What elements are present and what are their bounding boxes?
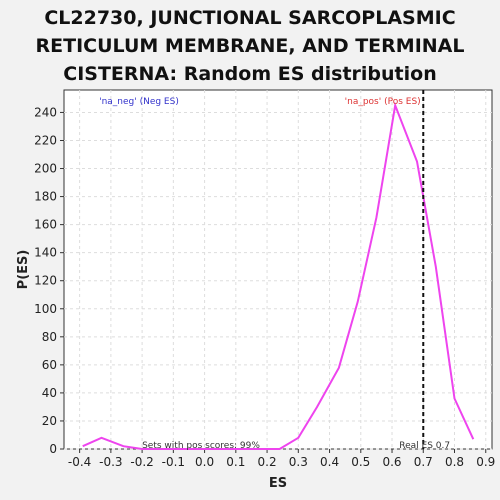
y-tick-label: 100: [34, 302, 57, 316]
y-tick-label: 140: [34, 246, 57, 260]
x-tick-label: 0.2: [258, 455, 277, 469]
y-tick-label: 180: [34, 190, 57, 204]
x-tick-label: -0.4: [68, 455, 91, 469]
y-tick-label: 60: [42, 358, 57, 372]
y-axis-label: P(ES): [16, 250, 31, 290]
x-tick-label: -0.3: [99, 455, 122, 469]
neg-es-label: 'na_neg' (Neg ES): [99, 97, 179, 107]
y-tick-label: 220: [34, 133, 57, 147]
y-tick-label: 120: [34, 274, 57, 288]
ticks: -0.4 -0.3 -0.2 -0.1 0.0 0.1 0.2 0.3 0.4 0.5 0.6 0.7…: [34, 105, 495, 469]
y-tick-label: 200: [34, 162, 57, 176]
chart-title-line-2: RETICULUM MEMBRANE, AND TERMINAL: [35, 35, 465, 57]
x-tick-label: 0.4: [320, 455, 339, 469]
y-tick-label: 20: [42, 414, 57, 428]
x-tick-label: 0.7: [414, 455, 433, 469]
x-tick-label: 0.3: [289, 455, 308, 469]
x-tick-label: 0.8: [445, 455, 464, 469]
real-es-label: Real ES 0.7: [399, 441, 450, 451]
chart-title-line-3: CISTERNA: Random ES distribution: [63, 63, 437, 85]
grid: [64, 90, 492, 450]
y-tick-label: 0: [49, 442, 57, 456]
chart-title-line-1: CL22730, JUNCTIONAL SARCOPLASMIC: [44, 7, 456, 29]
es-distribution-line: [82, 101, 475, 450]
plot-area: [63, 89, 493, 450]
x-axis-label: ES: [269, 476, 287, 491]
y-tick-label: 80: [42, 330, 57, 344]
pos-es-label: 'na_pos' (Pos ES): [345, 97, 421, 107]
x-tick-label: -0.2: [130, 455, 153, 469]
x-tick-label: 0.9: [476, 455, 495, 469]
x-tick-label: -0.1: [162, 455, 185, 469]
x-tick-label: 0.0: [195, 455, 214, 469]
sets-pos-scores-label: Sets with pos scores: 99%: [142, 441, 260, 451]
y-tick-label: 40: [42, 386, 57, 400]
x-tick-label: 0.1: [226, 455, 245, 469]
series-layer: [82, 101, 475, 450]
chart-title: CL22730, JUNCTIONAL SARCOPLASMIC RETICUL…: [0, 4, 500, 88]
x-tick-label: 0.6: [382, 455, 401, 469]
y-tick-label: 160: [34, 218, 57, 232]
y-tick-label: 240: [34, 105, 57, 119]
x-tick-label: 0.5: [351, 455, 370, 469]
